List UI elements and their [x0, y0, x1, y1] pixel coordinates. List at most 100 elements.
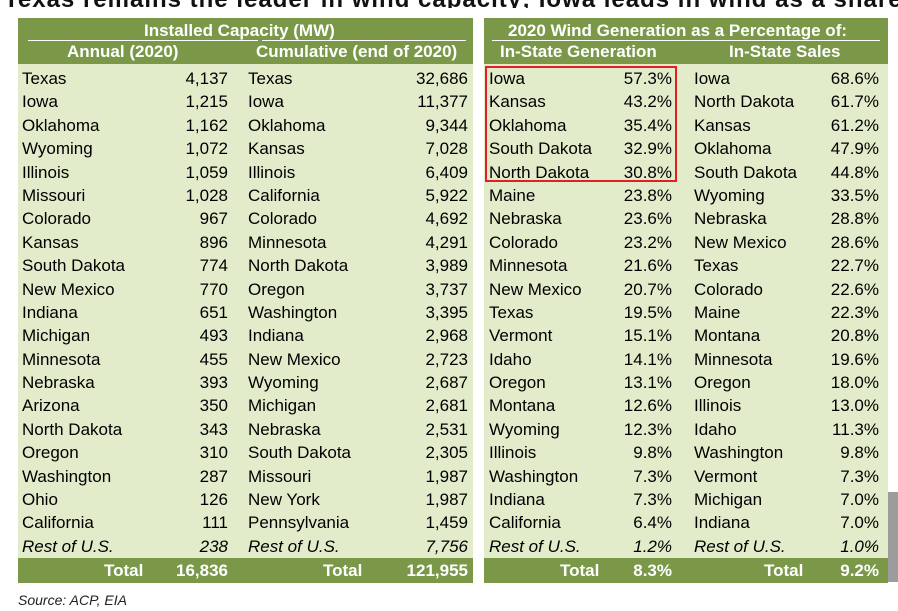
table-row: Wyoming 12.3% Idaho 11.3% [484, 418, 888, 441]
sales-total-value: 9.2% [840, 561, 879, 580]
generation-state-cell: Texas [489, 302, 534, 322]
generation-share-cell: 7.3% [633, 490, 672, 510]
annual-mw-cell: 343 [199, 419, 228, 439]
cumulative-mw-cell: 5,922 [425, 185, 468, 205]
table-row: Montana 12.6% Illinois 13.0% [484, 394, 888, 417]
annual-total-label: Total [104, 561, 144, 580]
generation-share-cell: 13.1% [623, 373, 672, 393]
table-row: Iowa 57.3% Iowa 68.6% [484, 67, 888, 90]
cumulative-state-cell: South Dakota [248, 443, 352, 463]
cumulative-state-cell: Minnesota [248, 232, 327, 252]
cumulative-mw-cell: 7,756 [425, 536, 468, 556]
sales-state-cell: Kansas [694, 115, 751, 135]
cumulative-mw-cell: 1,459 [425, 513, 468, 533]
generation-state-cell: Oregon [489, 373, 546, 393]
sales-share-cell: 22.3% [830, 302, 879, 322]
annual-mw-cell: 1,162 [185, 115, 228, 135]
table-row: Missouri 1,028 California 5,922 [18, 184, 473, 207]
generation-share-cell: 32.9% [623, 139, 672, 159]
sales-header: In-State Sales [729, 42, 841, 61]
sales-share-cell: 61.7% [830, 92, 879, 112]
generation-state-cell: Colorado [489, 232, 558, 252]
generation-state-cell: Rest of U.S. [489, 536, 581, 556]
table-row: New Mexico 20.7% Colorado 22.6% [484, 278, 888, 301]
generation-share-cell: 23.8% [623, 185, 672, 205]
annual-mw-cell: 310 [199, 443, 228, 463]
table-row: Oregon 310 South Dakota 2,305 [18, 441, 473, 464]
generation-state-cell: Indiana [489, 490, 545, 510]
annual-total-value: 16,836 [176, 561, 228, 580]
cumulative-state-cell: New York [248, 490, 320, 510]
table-row: California 111 Pennsylvania 1,459 [18, 511, 473, 534]
generation-state-cell: Wyoming [489, 419, 560, 439]
annual-state-cell: Washington [22, 466, 112, 486]
sales-share-cell: 20.8% [830, 326, 879, 346]
generation-share-cell: 6.4% [633, 513, 672, 533]
cumulative-state-cell: Michigan [248, 396, 317, 416]
table-row: Indiana 7.3% Michigan 7.0% [484, 488, 888, 511]
share-title: 2020 Wind Generation as a Percentage of: [508, 21, 848, 40]
sales-share-cell: 28.8% [830, 209, 879, 229]
generation-state-cell: Minnesota [489, 256, 568, 276]
sales-state-cell: Texas [694, 256, 739, 276]
annual-mw-cell: 1,028 [185, 185, 228, 205]
table-row: Oregon 13.1% Oregon 18.0% [484, 371, 888, 394]
table-row: Nebraska 23.6% Nebraska 28.8% [484, 207, 888, 230]
generation-state-cell: Washington [489, 466, 579, 486]
sales-share-cell: 18.0% [830, 373, 879, 393]
sales-share-cell: 68.6% [830, 69, 879, 88]
annual-state-cell: California [22, 513, 94, 533]
generation-state-cell: Illinois [489, 443, 537, 463]
generation-share-cell: 43.2% [623, 92, 672, 112]
table-row: Oklahoma 1,162 Oklahoma 9,344 [18, 114, 473, 137]
table-row: Rest of U.S. 1.2% Rest of U.S. 1.0% [484, 535, 888, 558]
annual-mw-cell: 774 [199, 256, 228, 276]
annual-state-cell: Texas [22, 69, 67, 88]
table-row: Ohio 126 New York 1,987 [18, 488, 473, 511]
sales-share-cell: 47.9% [830, 139, 879, 159]
table-row: Kansas 43.2% North Dakota 61.7% [484, 90, 888, 113]
sales-state-cell: Oklahoma [694, 139, 772, 159]
cumulative-mw-cell: 2,305 [425, 443, 468, 463]
table-row: Wyoming 1,072 Kansas 7,028 [18, 137, 473, 160]
sales-share-cell: 13.0% [830, 396, 879, 416]
generation-state-cell: Montana [489, 396, 556, 416]
cumulative-state-cell: Nebraska [248, 419, 321, 439]
annual-header: Annual (2020) [67, 42, 179, 61]
share-rows: Iowa 57.3% Iowa 68.6% Kansas 43.2% North Dakot… [484, 67, 888, 558]
cumulative-mw-cell: 2,687 [425, 373, 468, 393]
annual-state-cell: Wyoming [22, 139, 93, 159]
table-row: North Dakota 343 Nebraska 2,531 [18, 418, 473, 441]
cumulative-mw-cell: 2,723 [425, 349, 468, 369]
generation-share-cell: 23.2% [623, 232, 672, 252]
table-row: Texas 19.5% Maine 22.3% [484, 301, 888, 324]
table-row: Michigan 493 Indiana 2,968 [18, 324, 473, 347]
annual-state-cell: South Dakota [22, 256, 126, 276]
sales-share-cell: 11.3% [832, 419, 879, 439]
table-row: Illinois 1,059 Illinois 6,409 [18, 161, 473, 184]
page-title-text: Texas remains the leader in wind capacit… [4, 0, 898, 8]
annual-mw-cell: 770 [199, 279, 228, 299]
generation-state-cell: Oklahoma [489, 115, 567, 135]
generation-state-cell: Iowa [489, 69, 525, 88]
annual-mw-cell: 111 [202, 513, 228, 533]
cumulative-mw-cell: 6,409 [425, 162, 468, 182]
share-header-divider [492, 40, 880, 41]
annual-state-cell: Rest of U.S. [22, 536, 114, 556]
sales-total-label: Total [764, 561, 804, 580]
generation-share-cell: 14.1% [623, 349, 672, 369]
cumulative-mw-cell: 3,395 [425, 302, 468, 322]
cumulative-state-cell: Illinois [248, 162, 296, 182]
cumulative-state-cell: Colorado [248, 209, 317, 229]
generation-state-cell: Maine [489, 185, 536, 205]
cumulative-mw-cell: 2,968 [425, 326, 468, 346]
cumulative-state-cell: Wyoming [248, 373, 319, 393]
table-row: California 6.4% Indiana 7.0% [484, 511, 888, 534]
annual-state-cell: Oregon [22, 443, 79, 463]
table-row: Texas 4,137 Texas 32,686 [18, 67, 473, 90]
table-row: Iowa 1,215 Iowa 11,377 [18, 90, 473, 113]
table-row: New Mexico 770 Oregon 3,737 [18, 278, 473, 301]
generation-share-cell: 23.6% [623, 209, 672, 229]
source-note: Source: ACP, EIA [18, 592, 127, 608]
cumulative-mw-cell: 1,987 [425, 490, 468, 510]
